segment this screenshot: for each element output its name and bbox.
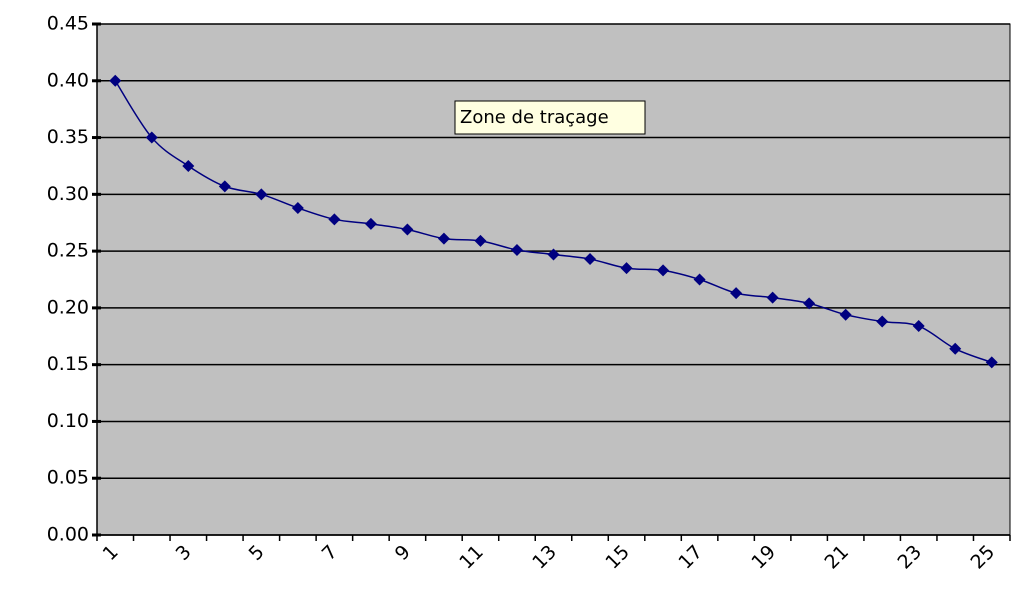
marker [766, 291, 779, 304]
y-tick-label: 0.45 [47, 13, 89, 35]
marker [584, 253, 597, 266]
y-tick-label: 0.35 [47, 126, 89, 148]
marker [803, 297, 816, 310]
y-tick-label: 0.00 [47, 524, 89, 546]
marker [693, 273, 706, 286]
x-tick-label: 3 [172, 541, 196, 565]
x-tick-label: 17 [674, 541, 707, 574]
marker [401, 223, 414, 236]
x-tick-label: 1 [99, 541, 123, 565]
marker [876, 315, 889, 328]
marker [182, 159, 195, 172]
y-tick-label: 0.30 [47, 183, 89, 205]
marker [510, 243, 523, 256]
tooltip: Zone de traçage [454, 100, 646, 135]
x-tick-label: 21 [820, 541, 853, 574]
marker [474, 234, 487, 247]
marker [912, 320, 925, 333]
marker [839, 308, 852, 321]
marker [328, 213, 341, 226]
marker [437, 232, 450, 245]
marker [364, 217, 377, 230]
marker [657, 264, 670, 277]
marker [547, 248, 560, 261]
y-tick-label: 0.15 [47, 353, 89, 375]
y-tick-label: 0.10 [47, 410, 89, 432]
x-tick-label: 25 [967, 541, 1000, 574]
tooltip-text: Zone de traçage [460, 107, 609, 128]
marker [109, 74, 122, 87]
tooltip-box [454, 100, 646, 135]
y-tick-label: 0.20 [47, 296, 89, 318]
y-tick-label: 0.25 [47, 240, 89, 262]
x-tick-label: 7 [318, 541, 342, 565]
y-tick-label: 0.40 [47, 69, 89, 91]
marker [620, 262, 633, 275]
x-tick-label: 11 [455, 541, 488, 574]
marker [949, 342, 962, 355]
marker [145, 131, 158, 144]
x-tick-label: 9 [391, 541, 415, 565]
marker [218, 180, 231, 193]
x-tick-label: 23 [893, 541, 926, 574]
x-tick-label: 13 [528, 541, 561, 574]
y-tick-label: 0.05 [47, 467, 89, 489]
x-tick-label: 19 [747, 541, 780, 574]
x-tick-label: 5 [245, 541, 269, 565]
marker [255, 188, 268, 201]
x-tick-label: 15 [601, 541, 634, 574]
marker [291, 201, 304, 214]
marker [730, 287, 743, 300]
marker [985, 356, 998, 369]
